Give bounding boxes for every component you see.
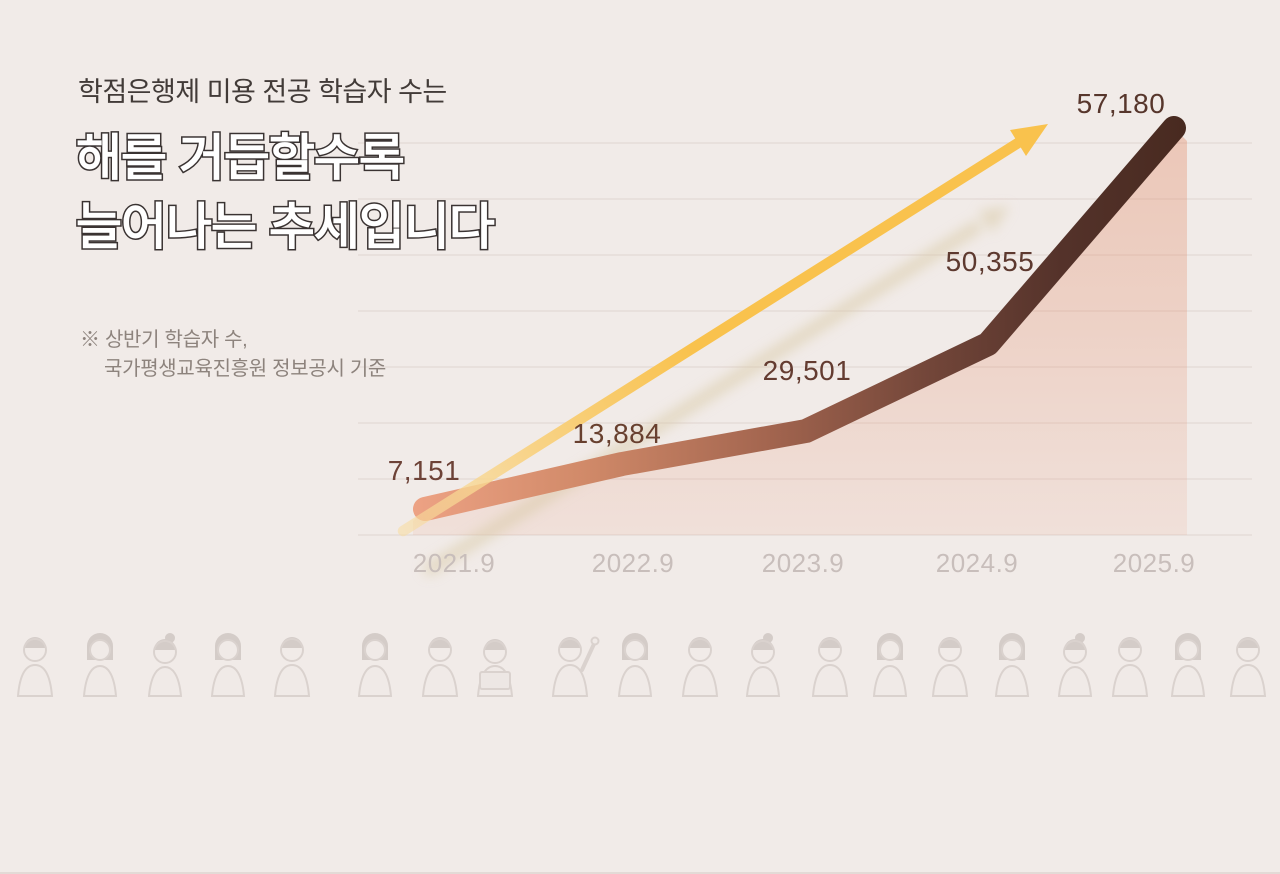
section-divider [0,872,1280,874]
data-label-2024-9: 50,355 [945,246,1035,277]
axis-label-2021-9: 2021.9 [412,548,496,578]
chart-kicker: 학점은행제 미용 전공 학습자 수는 [78,77,447,107]
title-line-2: 늘어나는 추세입니다 [75,198,497,257]
axis-label-2025-9: 2025.9 [1112,548,1196,578]
people-illustration [17,632,1266,698]
source-footnote: ※ 상반기 학습자 수, 국가평생교육진흥원 정보공시 기준 [80,326,386,384]
footnote-line-2: 국가평생교육진흥원 정보공시 기준 [104,358,387,380]
page-title: 해를 거듭할수록 늘어나는 추세입니다 [75,124,497,262]
data-label-2022-9: 13,884 [572,418,662,449]
footnote-line-1: ※ 상반기 학습자 수, [80,329,248,351]
arrow-shadow [423,206,1010,576]
data-label-2025-9: 57,180 [1076,88,1166,119]
trend-line [413,116,1186,521]
axis-label-2023-9: 2023.9 [761,548,845,578]
growth-arrow-icon [397,124,1048,537]
title-line-1: 해를 거듭할수록 [75,129,407,188]
area-fill [413,128,1187,535]
data-label-2023-9: 29,501 [762,355,852,386]
axis-label-2022-9: 2022.9 [591,548,675,578]
data-label-2021-9: 7,151 [387,455,461,486]
axis-label-2024-9: 2024.9 [935,548,1019,578]
